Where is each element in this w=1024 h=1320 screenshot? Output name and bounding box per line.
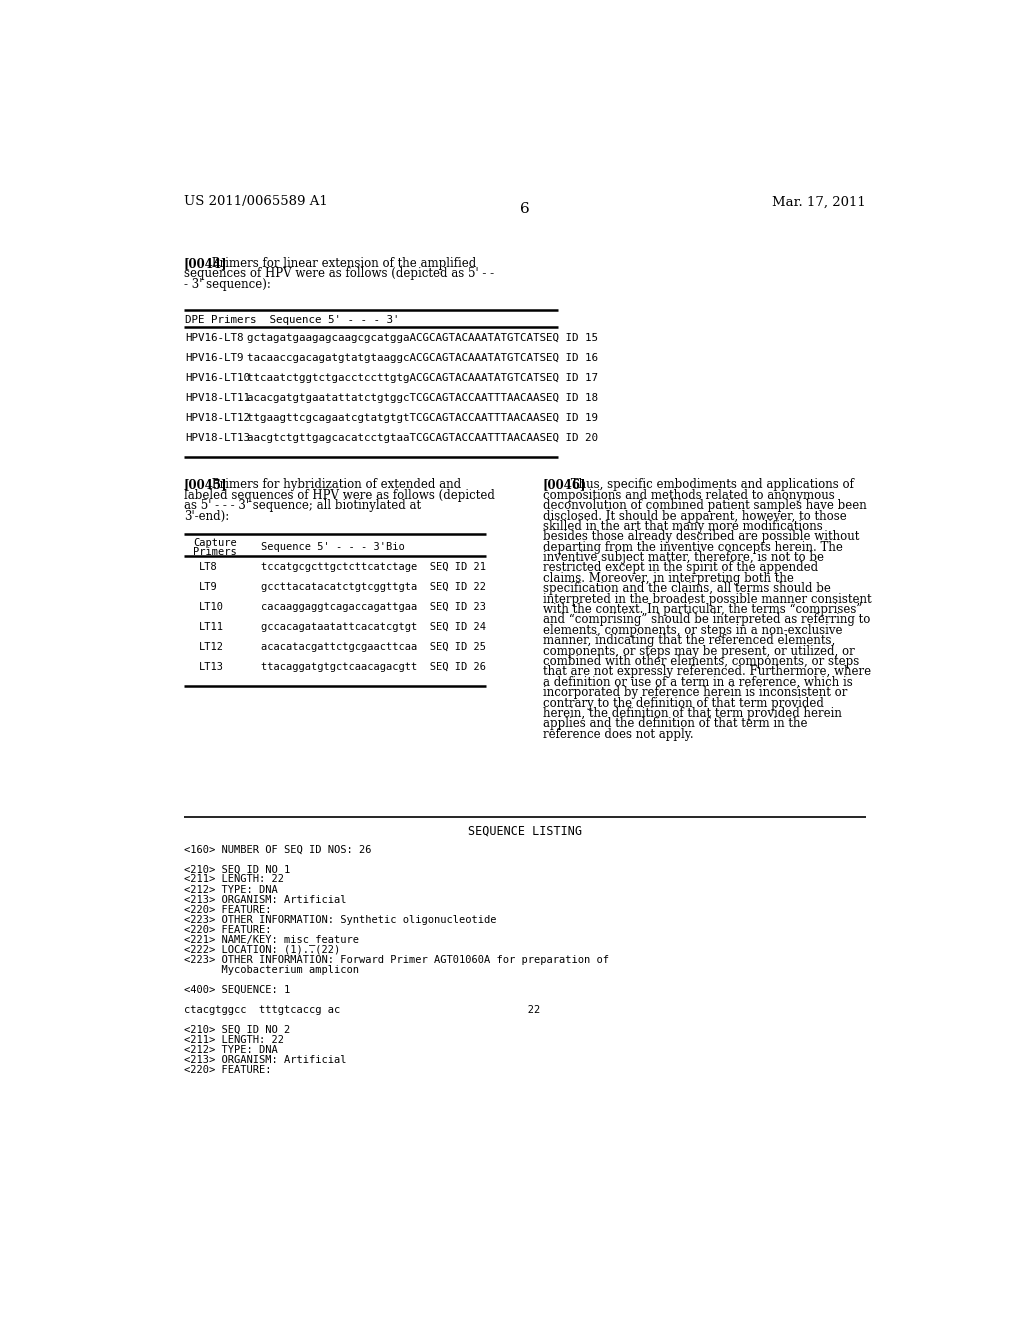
Text: Primers for hybridization of extended and: Primers for hybridization of extended an… (208, 478, 462, 491)
Text: <221> NAME/KEY: misc_feature: <221> NAME/KEY: misc_feature (183, 935, 358, 945)
Text: contrary to the definition of that term provided: contrary to the definition of that term … (543, 697, 823, 710)
Text: SEQUENCE LISTING: SEQUENCE LISTING (468, 825, 582, 837)
Text: LT8: LT8 (200, 562, 218, 573)
Text: that are not expressly referenced. Furthermore, where: that are not expressly referenced. Furth… (543, 665, 870, 678)
Text: and “comprising” should be interpreted as referring to: and “comprising” should be interpreted a… (543, 614, 870, 627)
Text: departing from the inventive concepts herein. The: departing from the inventive concepts he… (543, 541, 843, 553)
Text: gccacagataatattcacatcgtgt  SEQ ID 24: gccacagataatattcacatcgtgt SEQ ID 24 (261, 622, 486, 632)
Text: <212> TYPE: DNA: <212> TYPE: DNA (183, 1044, 278, 1055)
Text: LT10: LT10 (200, 602, 224, 612)
Text: deconvolution of combined patient samples have been: deconvolution of combined patient sample… (543, 499, 866, 512)
Text: Mar. 17, 2011: Mar. 17, 2011 (772, 195, 866, 209)
Text: HPV16-LT8: HPV16-LT8 (185, 333, 244, 343)
Text: <210> SEQ ID NO 2: <210> SEQ ID NO 2 (183, 1024, 290, 1035)
Text: [0044]: [0044] (183, 257, 227, 271)
Text: <213> ORGANISM: Artificial: <213> ORGANISM: Artificial (183, 895, 346, 904)
Text: US 2011/0065589 A1: US 2011/0065589 A1 (183, 195, 328, 209)
Text: ttcaatctggtctgacctccttgtgACGCAGTACAAATATGTCATSEQ ID 17: ttcaatctggtctgacctccttgtgACGCAGTACAAATAT… (248, 372, 598, 383)
Text: <220> FEATURE:: <220> FEATURE: (183, 924, 271, 935)
Text: [0046]: [0046] (543, 478, 586, 491)
Text: with the context. In particular, the terms “comprises”: with the context. In particular, the ter… (543, 603, 862, 616)
Text: a definition or use of a term in a reference, which is: a definition or use of a term in a refer… (543, 676, 852, 689)
Text: ttgaagttcgcagaatcgtatgtgtTCGCAGTACCAATTTAACAASEQ ID 19: ttgaagttcgcagaatcgtatgtgtTCGCAGTACCAATTT… (248, 413, 598, 422)
Text: besides those already described are possible without: besides those already described are poss… (543, 531, 859, 544)
Text: <400> SEQUENCE: 1: <400> SEQUENCE: 1 (183, 985, 290, 994)
Text: <223> OTHER INFORMATION: Forward Primer AGT01060A for preparation of: <223> OTHER INFORMATION: Forward Primer … (183, 954, 609, 965)
Text: <211> LENGTH: 22: <211> LENGTH: 22 (183, 1035, 284, 1044)
Text: LT13: LT13 (200, 663, 224, 672)
Text: sequences of HPV were as follows (depicted as 5' - -: sequences of HPV were as follows (depict… (183, 268, 494, 280)
Text: HPV16-LT10: HPV16-LT10 (185, 372, 250, 383)
Text: components, or steps may be present, or utilized, or: components, or steps may be present, or … (543, 644, 854, 657)
Text: <210> SEQ ID NO 1: <210> SEQ ID NO 1 (183, 865, 290, 874)
Text: LT11: LT11 (200, 622, 224, 632)
Text: disclosed. It should be apparent, however, to those: disclosed. It should be apparent, howeve… (543, 510, 847, 523)
Text: Thus, specific embodiments and applications of: Thus, specific embodiments and applicati… (567, 478, 854, 491)
Text: incorporated by reference herein is inconsistent or: incorporated by reference herein is inco… (543, 686, 847, 700)
Text: 3'-end):: 3'-end): (183, 510, 229, 523)
Text: inventive subject matter, therefore, is not to be: inventive subject matter, therefore, is … (543, 552, 823, 564)
Text: HPV16-LT9: HPV16-LT9 (185, 352, 244, 363)
Text: ttacaggatgtgctcaacagacgtt  SEQ ID 26: ttacaggatgtgctcaacagacgtt SEQ ID 26 (261, 663, 486, 672)
Text: <160> NUMBER OF SEQ ID NOS: 26: <160> NUMBER OF SEQ ID NOS: 26 (183, 845, 372, 854)
Text: 6: 6 (520, 202, 529, 215)
Text: as 5' - - - 3' sequence; all biotinylated at: as 5' - - - 3' sequence; all biotinylate… (183, 499, 421, 512)
Text: <220> FEATURE:: <220> FEATURE: (183, 1065, 271, 1074)
Text: combined with other elements, components, or steps: combined with other elements, components… (543, 655, 859, 668)
Text: Mycobacterium amplicon: Mycobacterium amplicon (183, 965, 358, 974)
Text: DPE Primers  Sequence 5' - - - 3': DPE Primers Sequence 5' - - - 3' (185, 315, 399, 325)
Text: applies and the definition of that term in the: applies and the definition of that term … (543, 718, 807, 730)
Text: Primers for linear extension of the amplified: Primers for linear extension of the ampl… (208, 257, 476, 271)
Text: specification and the claims, all terms should be: specification and the claims, all terms … (543, 582, 830, 595)
Text: <212> TYPE: DNA: <212> TYPE: DNA (183, 884, 278, 895)
Text: - 3' sequence):: - 3' sequence): (183, 277, 270, 290)
Text: tccatgcgcttgctcttcatctage  SEQ ID 21: tccatgcgcttgctcttcatctage SEQ ID 21 (261, 562, 486, 573)
Text: acacgatgtgaatattatctgtggcTCGCAGTACCAATTTAACAASEQ ID 18: acacgatgtgaatattatctgtggcTCGCAGTACCAATTT… (248, 393, 598, 403)
Text: cacaaggaggtcagaccagattgaa  SEQ ID 23: cacaaggaggtcagaccagattgaa SEQ ID 23 (261, 602, 486, 612)
Text: Sequence 5' - - - 3'Bio: Sequence 5' - - - 3'Bio (261, 543, 406, 552)
Text: skilled in the art that many more modifications: skilled in the art that many more modifi… (543, 520, 822, 533)
Text: acacatacgattctgcgaacttcaa  SEQ ID 25: acacatacgattctgcgaacttcaa SEQ ID 25 (261, 643, 486, 652)
Text: Primers: Primers (194, 546, 237, 557)
Text: labeled sequences of HPV were as follows (depicted: labeled sequences of HPV were as follows… (183, 488, 495, 502)
Text: HPV18-LT12: HPV18-LT12 (185, 413, 250, 422)
Text: tacaaccgacagatgtatgtaaggcACGCAGTACAAATATGTCATSEQ ID 16: tacaaccgacagatgtatgtaaggcACGCAGTACAAATAT… (248, 352, 598, 363)
Text: gctagatgaagagcaagcgcatggaACGCAGTACAAATATGTCATSEQ ID 15: gctagatgaagagcaagcgcatggaACGCAGTACAAATAT… (248, 333, 598, 343)
Text: <213> ORGANISM: Artificial: <213> ORGANISM: Artificial (183, 1055, 346, 1065)
Text: LT12: LT12 (200, 643, 224, 652)
Text: <220> FEATURE:: <220> FEATURE: (183, 904, 271, 915)
Text: Capture: Capture (194, 537, 237, 548)
Text: LT9: LT9 (200, 582, 218, 593)
Text: interpreted in the broadest possible manner consistent: interpreted in the broadest possible man… (543, 593, 871, 606)
Text: elements, components, or steps in a non-exclusive: elements, components, or steps in a non-… (543, 624, 842, 636)
Text: manner, indicating that the referenced elements,: manner, indicating that the referenced e… (543, 635, 835, 647)
Text: <223> OTHER INFORMATION: Synthetic oligonucleotide: <223> OTHER INFORMATION: Synthetic oligo… (183, 915, 497, 924)
Text: gccttacatacatctgtcggttgta  SEQ ID 22: gccttacatacatctgtcggttgta SEQ ID 22 (261, 582, 486, 593)
Text: aacgtctgttgagcacatcctgtaaTCGCAGTACCAATTTAACAASEQ ID 20: aacgtctgttgagcacatcctgtaaTCGCAGTACCAATTT… (248, 433, 598, 444)
Text: [0045]: [0045] (183, 478, 227, 491)
Text: compositions and methods related to anonymous: compositions and methods related to anon… (543, 488, 835, 502)
Text: restricted except in the spirit of the appended: restricted except in the spirit of the a… (543, 561, 818, 574)
Text: HPV18-LT11: HPV18-LT11 (185, 393, 250, 403)
Text: claims. Moreover, in interpreting both the: claims. Moreover, in interpreting both t… (543, 572, 794, 585)
Text: herein, the definition of that term provided herein: herein, the definition of that term prov… (543, 708, 842, 719)
Text: reference does not apply.: reference does not apply. (543, 727, 693, 741)
Text: ctacgtggcc  tttgtcaccg ac                              22: ctacgtggcc tttgtcaccg ac 22 (183, 1005, 540, 1015)
Text: <211> LENGTH: 22: <211> LENGTH: 22 (183, 874, 284, 884)
Text: <222> LOCATION: (1)..(22): <222> LOCATION: (1)..(22) (183, 945, 340, 954)
Text: HPV18-LT13: HPV18-LT13 (185, 433, 250, 444)
